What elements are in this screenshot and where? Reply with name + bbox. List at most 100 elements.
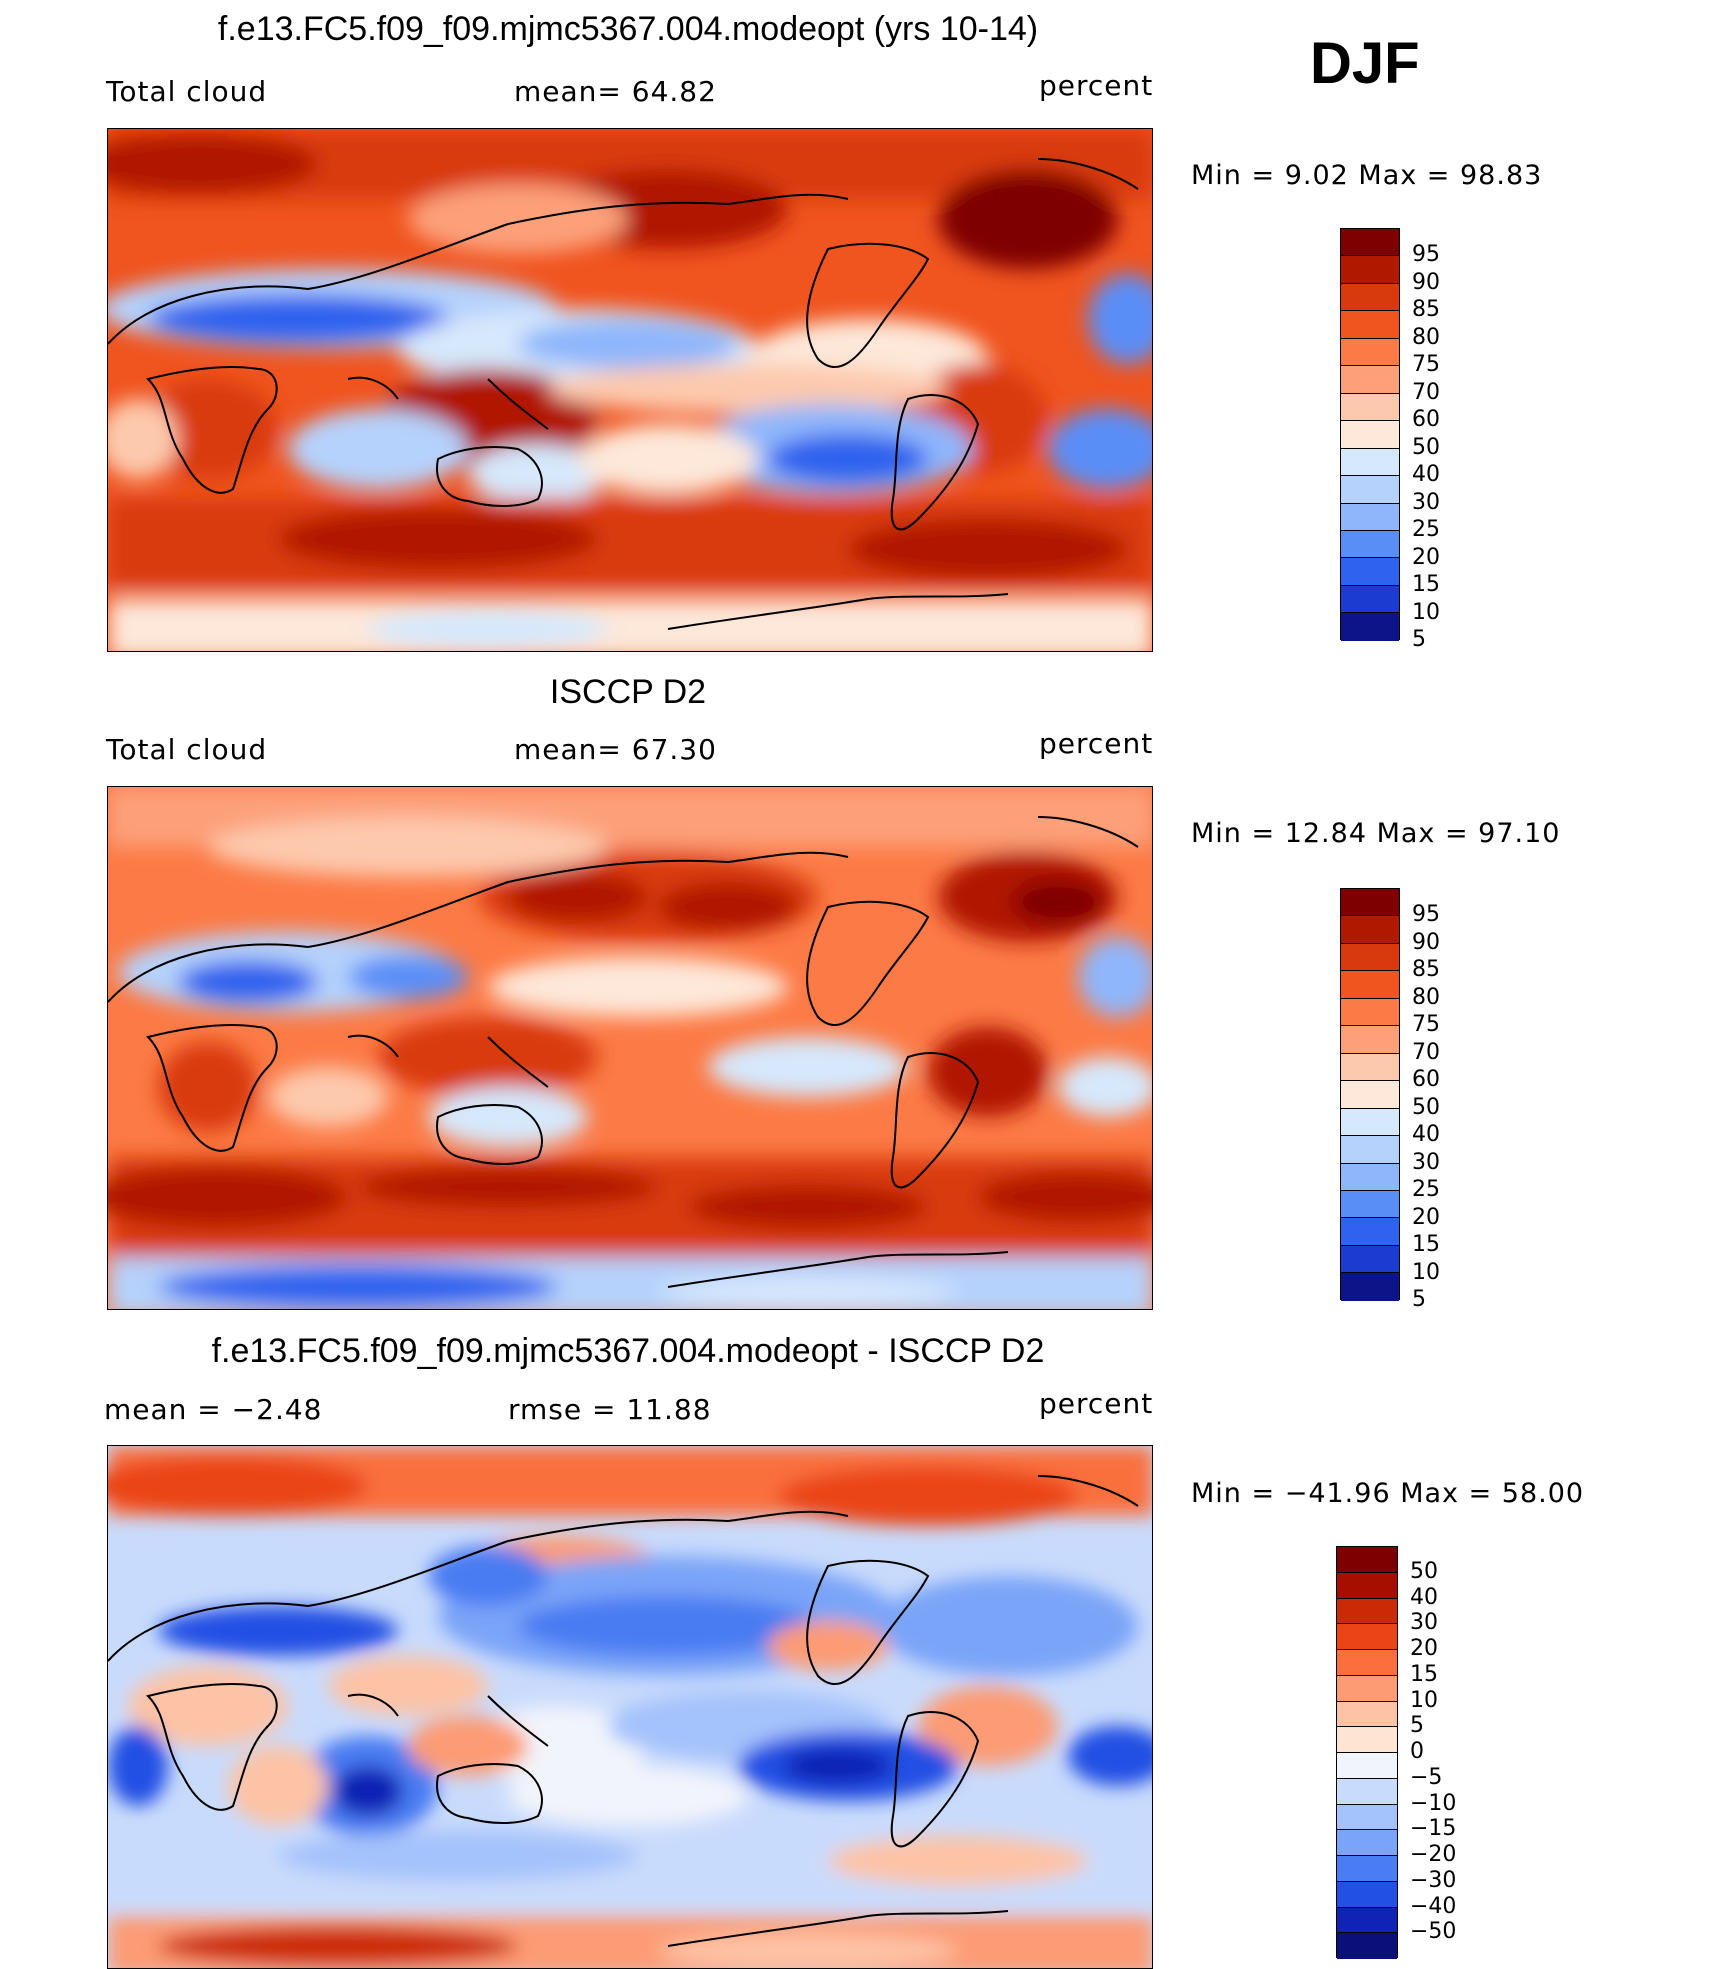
colorbar-tick-label: −40 <box>1410 1893 1457 1919</box>
colorbar-tick-label: 85 <box>1412 297 1440 323</box>
colorbar-tick-label: 70 <box>1412 379 1440 405</box>
colorbar-swatch <box>1337 1598 1397 1625</box>
colorbar-swatch <box>1337 1830 1397 1856</box>
panel-3-units-label: percent <box>1039 1387 1154 1420</box>
colorbar-tick-label: −30 <box>1410 1867 1457 1893</box>
colorbar-tick-label: 75 <box>1412 352 1440 378</box>
panel-2-min-max: Min = 12.84 Max = 97.10 <box>1191 818 1561 849</box>
colorbar-swatch <box>1337 1778 1397 1805</box>
season-label: DJF <box>1310 31 1420 96</box>
colorbar-swatch <box>1341 1190 1399 1219</box>
colorbar-swatch <box>1341 448 1399 477</box>
colorbar-tick-label: 40 <box>1412 1122 1440 1148</box>
colorbar-swatch <box>1341 943 1399 972</box>
colorbar-swatch <box>1341 338 1399 367</box>
colorbar-swatch <box>1337 1624 1397 1650</box>
colorbar-tick-label: 90 <box>1412 929 1440 955</box>
colorbar-swatch <box>1341 1081 1399 1109</box>
colorbar-tick-label: 30 <box>1412 489 1440 515</box>
colorbar-tick-label: 60 <box>1412 407 1440 433</box>
colorbar-tick-label: 10 <box>1412 599 1440 625</box>
colorbar-swatch <box>1337 1804 1397 1831</box>
colorbar-swatch <box>1337 1753 1397 1779</box>
colorbar-tick-label: 40 <box>1412 462 1440 488</box>
colorbar-tick-label: 95 <box>1412 242 1440 268</box>
colorbar-swatch <box>1337 1547 1397 1573</box>
panel-2-variable-label: Total cloud <box>106 733 268 766</box>
panel-3-rmse-label: rmse = 11.88 <box>508 1393 712 1426</box>
colorbar-tick-label: 90 <box>1412 269 1440 295</box>
colorbar-swatch <box>1337 1933 1397 1959</box>
panel-1-variable-label: Total cloud <box>106 75 268 108</box>
colorbar-swatch <box>1337 1650 1397 1676</box>
colorbar-tick-label: 5 <box>1412 1287 1426 1312</box>
colorbar-tick-label: 70 <box>1412 1039 1440 1065</box>
colorbar-tick-label: 10 <box>1410 1687 1438 1713</box>
colorbar-tick-label: 15 <box>1412 572 1440 598</box>
colorbar-swatch <box>1337 1572 1397 1599</box>
colorbar-tick-label: 30 <box>1410 1610 1438 1636</box>
colorbar-tick-label: −10 <box>1410 1790 1457 1816</box>
colorbar-swatch <box>1341 1273 1399 1301</box>
colorbar-tick-label: 25 <box>1412 1177 1440 1203</box>
colorbar-swatch <box>1337 1701 1397 1728</box>
colorbar-tick-label: 30 <box>1412 1149 1440 1175</box>
colorbar-swatch <box>1341 1163 1399 1191</box>
colorbar-swatch <box>1337 1856 1397 1882</box>
colorbar-swatch <box>1341 393 1399 422</box>
colorbar-tick-label: 85 <box>1412 957 1440 983</box>
model-total-cloud-map <box>107 128 1153 652</box>
panel-2-colorbar-swatches <box>1340 888 1400 1301</box>
colorbar-swatch <box>1341 366 1399 394</box>
colorbar-swatch <box>1341 585 1399 614</box>
colorbar-tick-label: 5 <box>1412 627 1426 652</box>
colorbar-swatch <box>1337 1727 1397 1753</box>
colorbar-tick-label: 40 <box>1410 1584 1438 1610</box>
colorbar-swatch <box>1341 1108 1399 1137</box>
colorbar-swatch <box>1341 971 1399 999</box>
colorbar-swatch <box>1341 1026 1399 1054</box>
map-1-field <box>108 129 1152 651</box>
colorbar-swatch <box>1337 1907 1397 1934</box>
colorbar-tick-label: 80 <box>1412 324 1440 350</box>
colorbar-swatch <box>1341 256 1399 284</box>
panel-1-colorbar-swatches <box>1340 228 1400 641</box>
colorbar-tick-label: 20 <box>1410 1636 1438 1661</box>
colorbar-tick-label: 80 <box>1412 984 1440 1010</box>
panel-3-min-max: Min = −41.96 Max = 58.00 <box>1191 1478 1585 1509</box>
difference-map <box>107 1445 1153 1969</box>
colorbar-tick-label: 60 <box>1412 1067 1440 1093</box>
colorbar-swatch <box>1341 1136 1399 1164</box>
isccp-total-cloud-map <box>107 786 1153 1310</box>
colorbar-tick-label: 50 <box>1412 1094 1440 1120</box>
map-3-field <box>108 1446 1152 1968</box>
panel-3-title: f.e13.FC5.f09_f09.mjmc5367.004.modeopt -… <box>211 1332 1045 1370</box>
panel-2-units-label: percent <box>1039 727 1154 760</box>
colorbar-tick-label: −5 <box>1410 1764 1443 1790</box>
colorbar-tick-label: 20 <box>1412 544 1440 570</box>
colorbar-tick-label: −20 <box>1410 1842 1457 1867</box>
colorbar-swatch <box>1341 558 1399 586</box>
colorbar-tick-label: 15 <box>1410 1661 1438 1687</box>
colorbar-swatch <box>1341 311 1399 339</box>
colorbar-swatch <box>1337 1881 1397 1908</box>
colorbar-tick-label: −50 <box>1410 1919 1457 1945</box>
colorbar-swatch <box>1341 503 1399 531</box>
colorbar-tick-label: 20 <box>1412 1204 1440 1230</box>
colorbar-tick-label: 0 <box>1410 1739 1424 1764</box>
panel-2-mean-label: mean= 67.30 <box>514 733 717 766</box>
colorbar-tick-label: 95 <box>1412 902 1440 928</box>
colorbar-swatch <box>1341 889 1399 917</box>
panel-2-title: ISCCP D2 <box>549 673 707 711</box>
panel-1-mean-label: mean= 64.82 <box>514 75 717 108</box>
colorbar-tick-label: 15 <box>1412 1232 1440 1258</box>
colorbar-tick-label: 10 <box>1412 1259 1440 1285</box>
colorbar-swatch <box>1341 998 1399 1027</box>
colorbar-tick-label: 25 <box>1412 517 1440 543</box>
colorbar-swatch <box>1341 476 1399 504</box>
colorbar-swatch <box>1337 1675 1397 1702</box>
colorbar-swatch <box>1341 530 1399 559</box>
colorbar-swatch <box>1341 916 1399 944</box>
colorbar-swatch <box>1341 613 1399 641</box>
colorbar-swatch <box>1341 1245 1399 1274</box>
